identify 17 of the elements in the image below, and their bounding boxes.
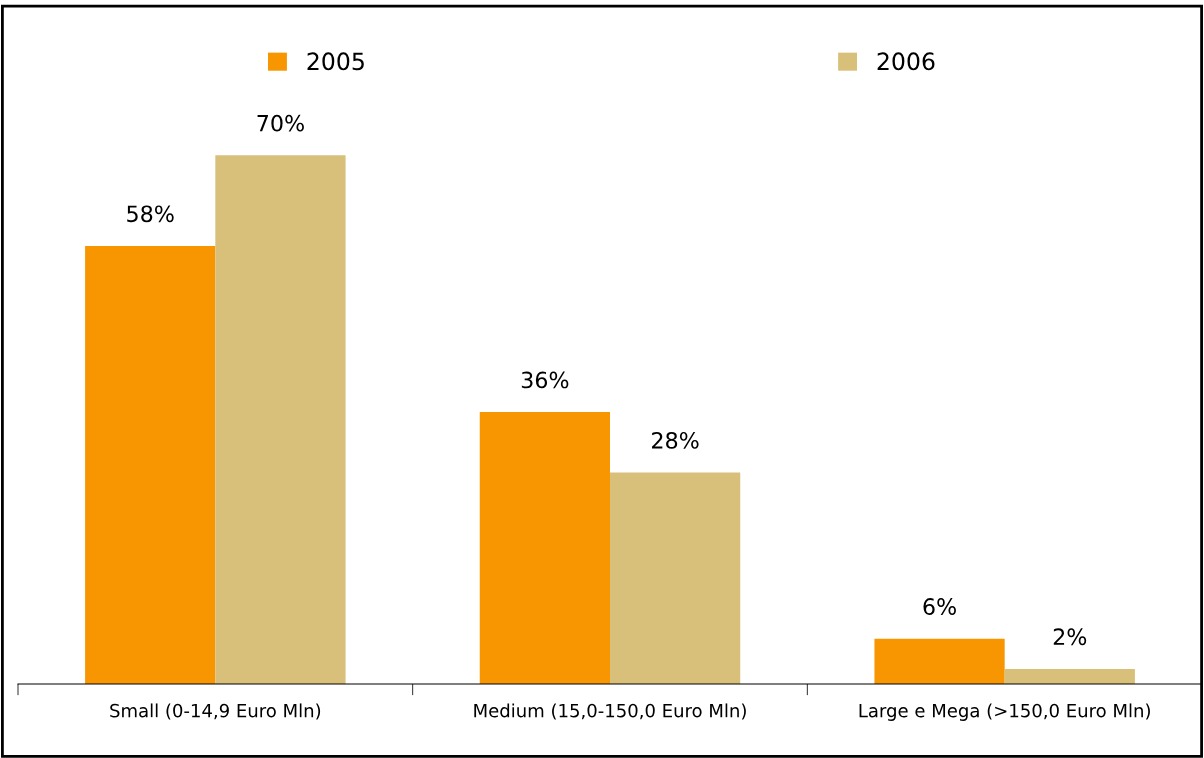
bar xyxy=(479,412,610,684)
data-label: 36% xyxy=(521,371,569,389)
bar xyxy=(215,155,346,684)
data-label: 2% xyxy=(1053,628,1087,646)
x-tick-label: Medium (15,0-150,0 Euro Mln) xyxy=(474,703,746,720)
x-tick-label: Small (0-14,9 Euro Mln) xyxy=(110,703,321,720)
data-label: 70% xyxy=(257,114,304,132)
legend-label: 2006 xyxy=(877,52,935,71)
data-label: 58% xyxy=(127,205,174,223)
bar xyxy=(874,638,1005,684)
bar xyxy=(85,245,216,684)
legend-label: 2005 xyxy=(307,52,364,71)
data-label: 28% xyxy=(652,431,699,449)
bar xyxy=(610,472,741,684)
x-tick-label: Large e Mega (>150,0 Euro Mln) xyxy=(859,703,1150,721)
data-label: 6% xyxy=(923,598,956,615)
bar xyxy=(1004,668,1135,684)
